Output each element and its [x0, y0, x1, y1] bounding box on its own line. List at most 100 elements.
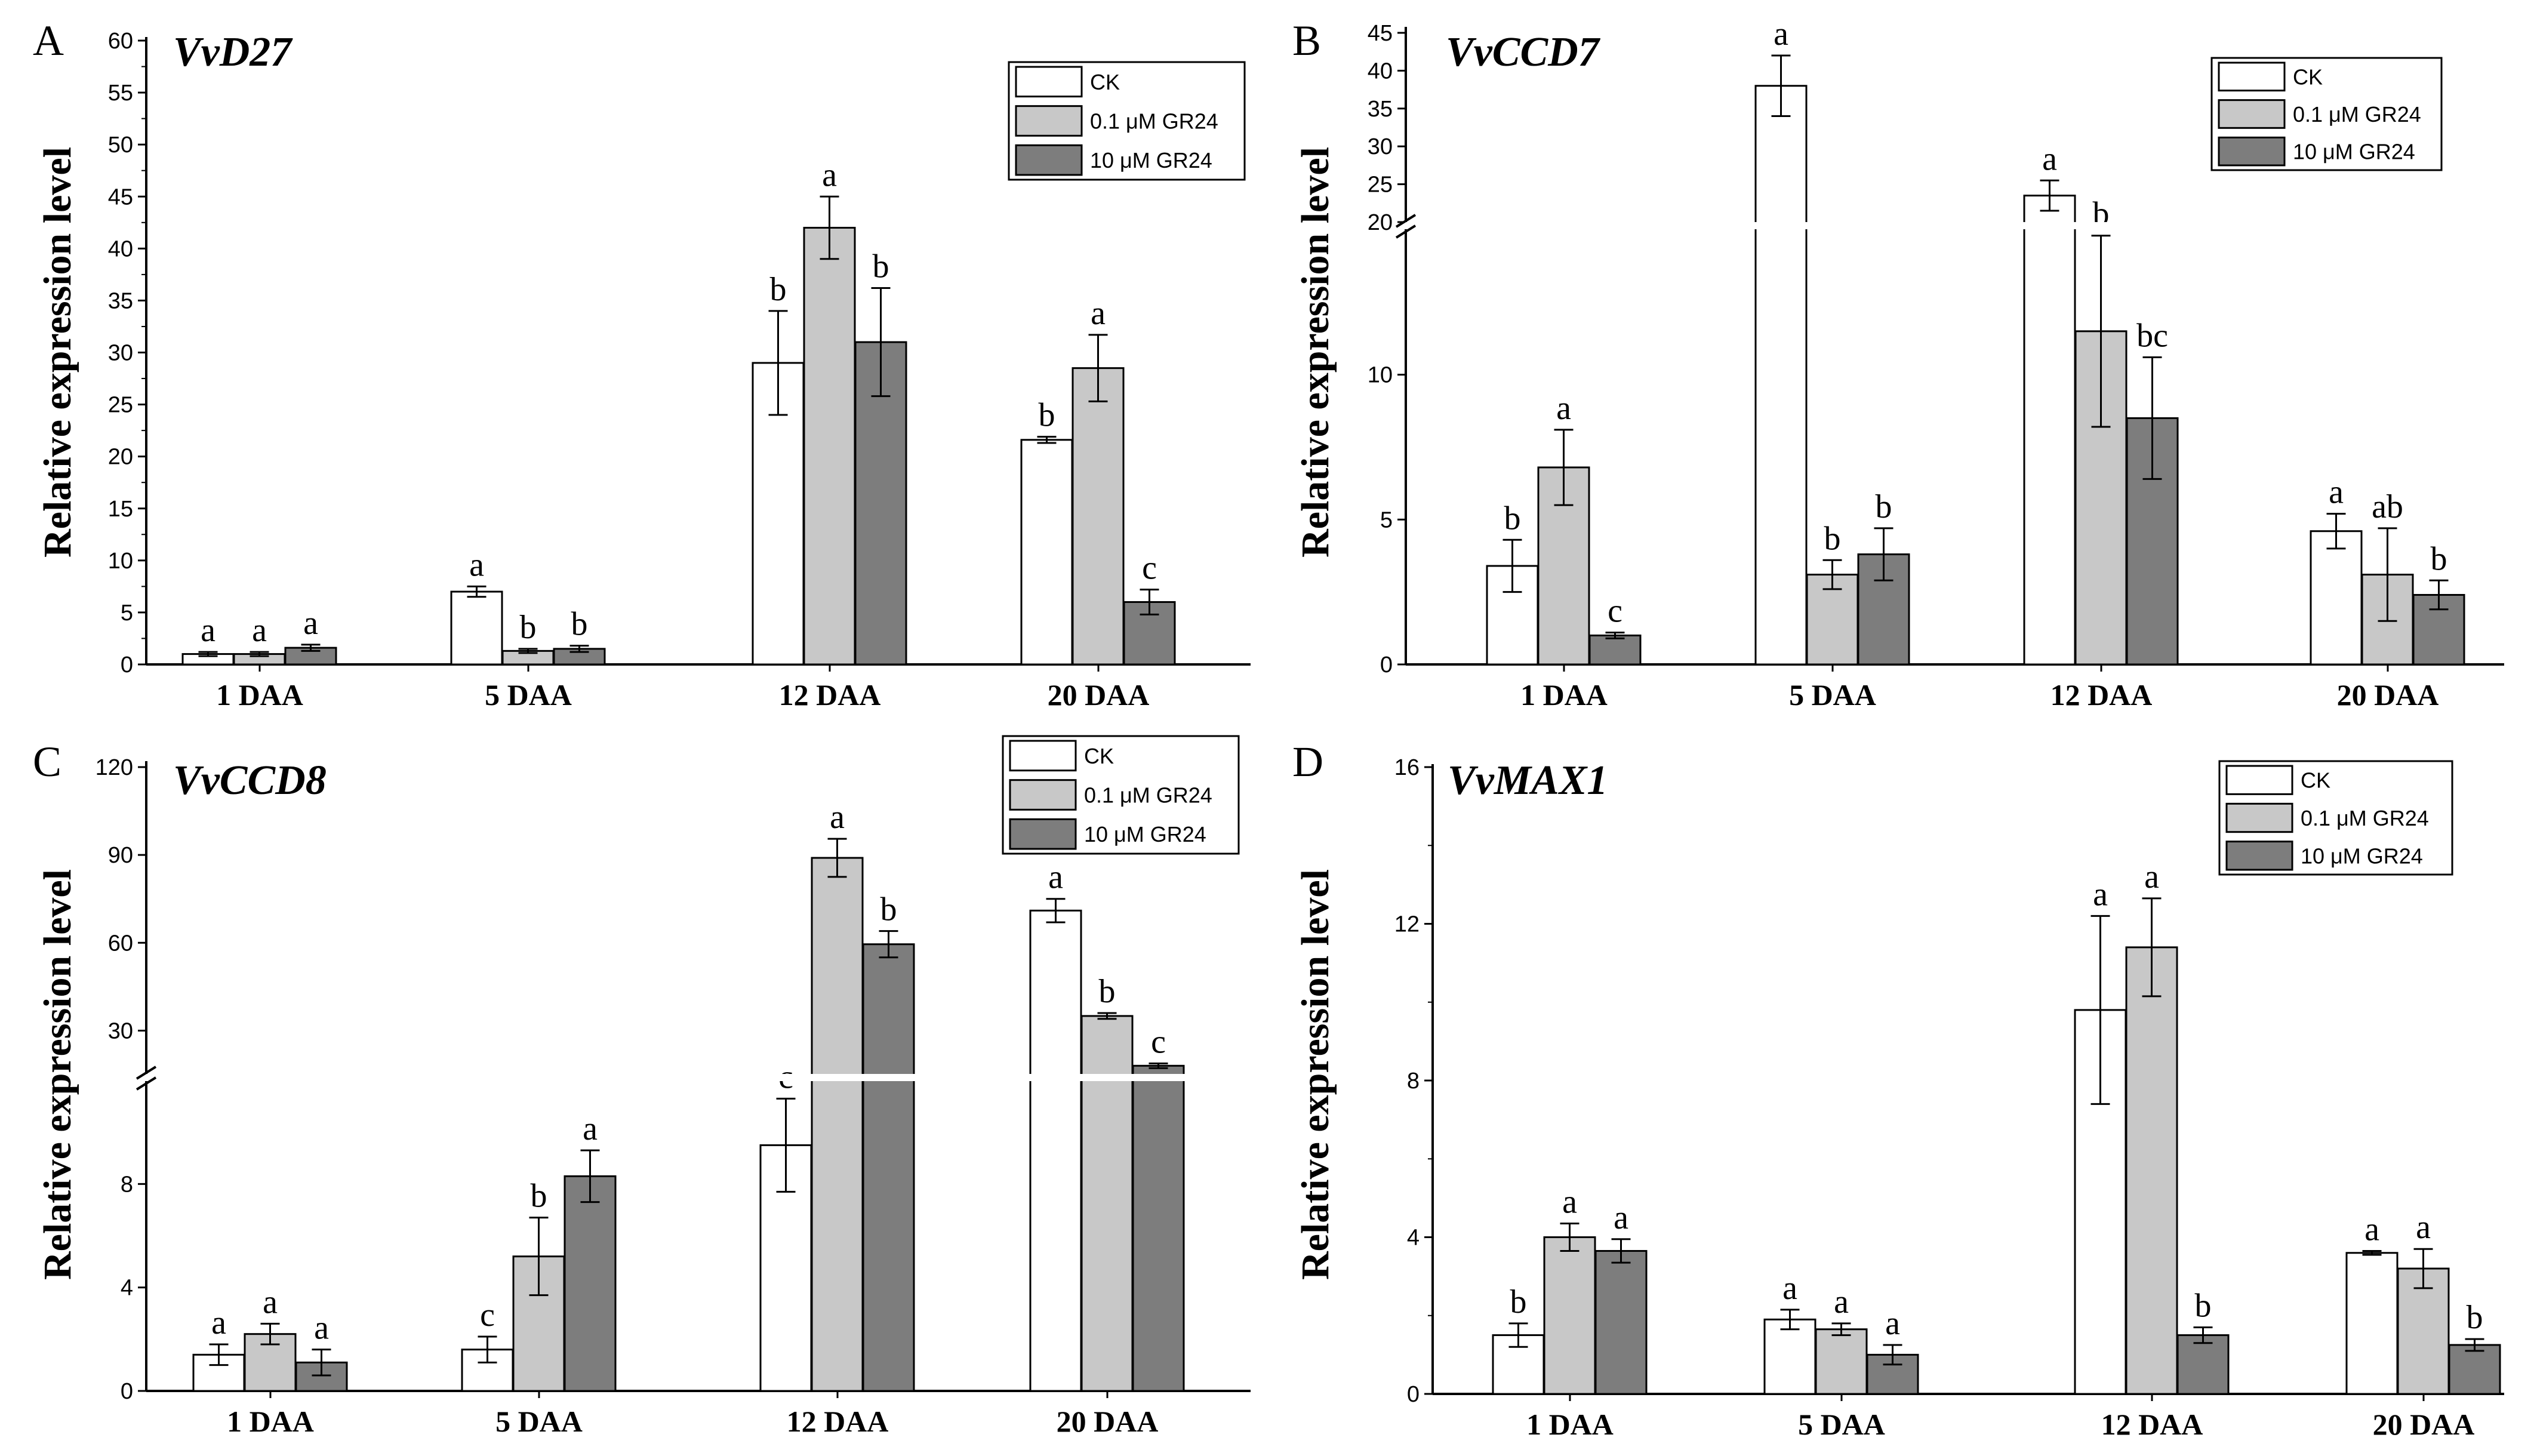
panel-b-legend-swatch	[2218, 61, 2286, 92]
panel-a-y-tick-label: 35	[108, 288, 133, 313]
panel-b-significance-label: c	[1608, 593, 1622, 630]
panel-c-significance-label: b	[531, 1178, 547, 1215]
panel-a-y-tick-label: 10	[108, 549, 133, 574]
panel-b-y-axis-label: Relative expression level	[1294, 147, 1337, 558]
panel-a-bar	[803, 227, 856, 666]
panel-a-y-tick-label: 45	[108, 184, 133, 210]
panel-b-x-tick-label: 20 DAA	[2337, 678, 2439, 712]
panel-c-legend: CK 0.1 μM GR24 10 μM GR24	[1002, 735, 1240, 855]
panel-a-significance-label: a	[303, 605, 318, 642]
panel-a-y-tick-label: 25	[108, 393, 133, 418]
panel-c-axis-break-mark	[136, 1066, 157, 1080]
panel-d: D VvMAX1 Relative expression level 0 4 8 12 16 1…	[1292, 738, 2504, 1441]
panel-a-legend-swatch	[1015, 105, 1083, 137]
panel-d-significance-label: b	[2195, 1287, 2212, 1324]
panel-a-significance-label: a	[822, 156, 837, 193]
panel-c-y-tick-label: 8	[121, 1172, 133, 1197]
panel-a-significance-label: b	[1039, 397, 1055, 434]
panel-d-significance-label: b	[2467, 1299, 2483, 1336]
panel-b-legend-label: CK	[2293, 64, 2323, 89]
panel-b-y-tick-label: 0	[1380, 652, 1393, 678]
panel-a-legend-swatch	[1015, 66, 1083, 98]
panel-d-bar	[2448, 1344, 2501, 1395]
panel-b-legend-swatch	[2218, 99, 2286, 129]
panel-d-y-tick-label: 4	[1407, 1226, 1420, 1251]
panel-b-significance-label: ab	[2372, 488, 2403, 525]
panel-d-x-tick-label: 12 DAA	[2101, 1408, 2203, 1441]
panel-d-y-tick-label: 0	[1407, 1382, 1420, 1407]
panel-d-letter: D	[1292, 738, 1323, 786]
panel-a-y-tick-label: 40	[108, 236, 133, 261]
panel-d-significance-label: a	[1614, 1199, 1628, 1236]
panel-b-legend: CK 0.1 μM GR24 10 μM GR24	[2210, 57, 2443, 171]
panel-b-letter: B	[1292, 17, 1321, 64]
panel-d-significance-label: b	[1510, 1283, 1527, 1320]
panel-d-bar	[1815, 1328, 1868, 1395]
panel-c-significance-label: c	[1151, 1023, 1166, 1060]
panel-b-significance-label: b	[2431, 540, 2447, 577]
panel-b-legend-label: 0.1 μM GR24	[2293, 102, 2421, 127]
panel-c-legend-label: 10 μM GR24	[1084, 822, 1206, 846]
panel-a-y-tick-label: 60	[108, 29, 133, 54]
panel-d-significance-label: a	[1782, 1270, 1797, 1307]
panel-a-y-tick-label: 0	[121, 652, 133, 678]
panel-a-letter: A	[33, 17, 64, 64]
panel-c-y-tick-label: 30	[108, 1018, 133, 1043]
panel-a-y-tick-label: 30	[108, 341, 133, 366]
panel-b-bar	[2023, 195, 2076, 666]
panel-d-legend-label: CK	[2301, 768, 2330, 793]
panel-c-significance-label: a	[314, 1310, 329, 1347]
panel-c-y-tick-label: 4	[121, 1276, 133, 1301]
panel-a-x-tick-label: 20 DAA	[1048, 678, 1150, 712]
panel-a-significance-label: a	[252, 612, 267, 649]
panel-b-significance-label: bc	[2136, 318, 2168, 355]
panel-c-significance-label: a	[583, 1110, 598, 1147]
panel-a-x-tick-label: 12 DAA	[779, 678, 881, 712]
panel-c-bar	[862, 943, 915, 1392]
panel-a-significance-label: b	[520, 609, 537, 646]
panel-a-gene-title: VvD27	[173, 29, 293, 75]
panel-b-bar	[2310, 530, 2363, 666]
panel-b-y-tick-label: 40	[1368, 59, 1393, 84]
panel-d-bar	[1594, 1249, 1648, 1395]
panel-c-x-tick-label: 1 DAA	[227, 1405, 314, 1438]
panel-d-gene-title: VvMAX1	[1448, 758, 1608, 804]
panel-d-legend: CK 0.1 μM GR24 10 μM GR24	[2218, 760, 2453, 876]
panel-c-legend-swatch	[1009, 740, 1077, 772]
panel-d-y-axis-label: Relative expression level	[1294, 869, 1337, 1280]
panel-d-bar	[1543, 1236, 1596, 1395]
panel-b-axis-break-mark	[1395, 214, 1417, 228]
panel-d-y-tick-label: 8	[1407, 1069, 1420, 1094]
panel-d-significance-label: a	[2093, 876, 2108, 913]
panel-c-axis-break-mark	[136, 1076, 157, 1091]
panel-c-significance-label: c	[480, 1297, 495, 1334]
panel-b-y-tick-label: 25	[1368, 173, 1393, 198]
panel-c-y-tick-label: 120	[96, 755, 133, 780]
panel-a-significance-label: a	[469, 546, 484, 583]
panel-c-significance-label: a	[263, 1283, 278, 1320]
panel-d-significance-label: a	[2364, 1211, 2379, 1248]
panel-b-x-tick-label: 5 DAA	[1789, 678, 1876, 712]
panel-b-y-tick-label: 5	[1380, 507, 1393, 532]
panel-a-bar	[1072, 367, 1125, 666]
panel-b-significance-label: a	[1774, 16, 1788, 53]
panel-d-significance-label: a	[2144, 858, 2159, 895]
panel-a-bar	[450, 590, 503, 666]
panel-c-gene-title: VvCCD8	[173, 758, 327, 804]
panel-c-bar	[1029, 909, 1082, 1392]
panel-b-significance-label: a	[2042, 140, 2057, 177]
panel-b: B VvCCD7 Relative expression level 0 5 10 20 25…	[1292, 16, 2505, 712]
panel-c-significance-label: a	[211, 1304, 226, 1341]
panel-c-legend-label: 0.1 μM GR24	[1084, 783, 1212, 808]
panel-d-bar	[1763, 1318, 1816, 1395]
panel-b-bar	[1588, 634, 1642, 666]
panel-b-bar	[1754, 85, 1808, 666]
panel-c-bar	[811, 857, 864, 1392]
panel-c: C VvCCD8 Relative expression level 0 4 8 30 60 9…	[33, 735, 1252, 1438]
panel-b-legend-label: 10 μM GR24	[2293, 140, 2415, 164]
panel-b-y-tick-label: 10	[1368, 363, 1393, 388]
panel-d-bar	[2176, 1334, 2230, 1395]
panel-d-significance-label: a	[2416, 1209, 2431, 1246]
panel-a-significance-label: b	[770, 271, 787, 308]
